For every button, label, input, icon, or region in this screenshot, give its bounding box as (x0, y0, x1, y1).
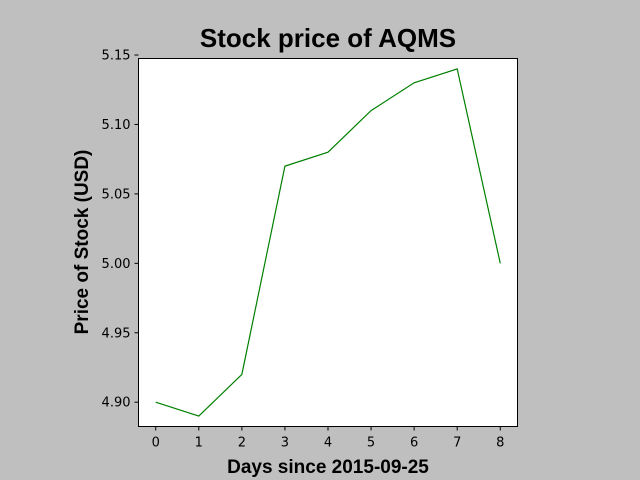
chart-title: Stock price of AQMS (200, 23, 456, 53)
x-tick-label: 3 (281, 436, 289, 451)
x-tick-label: 0 (152, 436, 160, 451)
x-tick-label: 6 (410, 436, 418, 451)
y-tick-label: 5.00 (102, 257, 131, 272)
x-tick-label: 4 (324, 436, 332, 451)
x-tick-label: 1 (195, 436, 203, 451)
plot-area (138, 58, 518, 427)
x-tick-label: 8 (496, 436, 504, 451)
x-axis-label: Days since 2015-09-25 (227, 457, 429, 478)
y-axis-ticks: 4.90 4.95 5.00 5.05 5.10 5.15 (102, 49, 139, 411)
x-axis-ticks: 0 1 2 3 4 5 6 7 8 (152, 426, 504, 451)
y-tick-label: 5.05 (102, 187, 131, 202)
x-tick-label: 7 (453, 436, 461, 451)
y-tick-label: 5.10 (102, 118, 131, 133)
price-series-line (155, 68, 501, 417)
y-axis-label: Price of Stock (USD) (72, 150, 93, 335)
y-tick-label: 5.15 (102, 49, 131, 64)
x-tick-label: 5 (367, 436, 375, 451)
y-tick-label: 4.90 (102, 396, 131, 411)
y-tick-label: 4.95 (102, 326, 131, 341)
x-tick-label: 2 (238, 436, 246, 451)
